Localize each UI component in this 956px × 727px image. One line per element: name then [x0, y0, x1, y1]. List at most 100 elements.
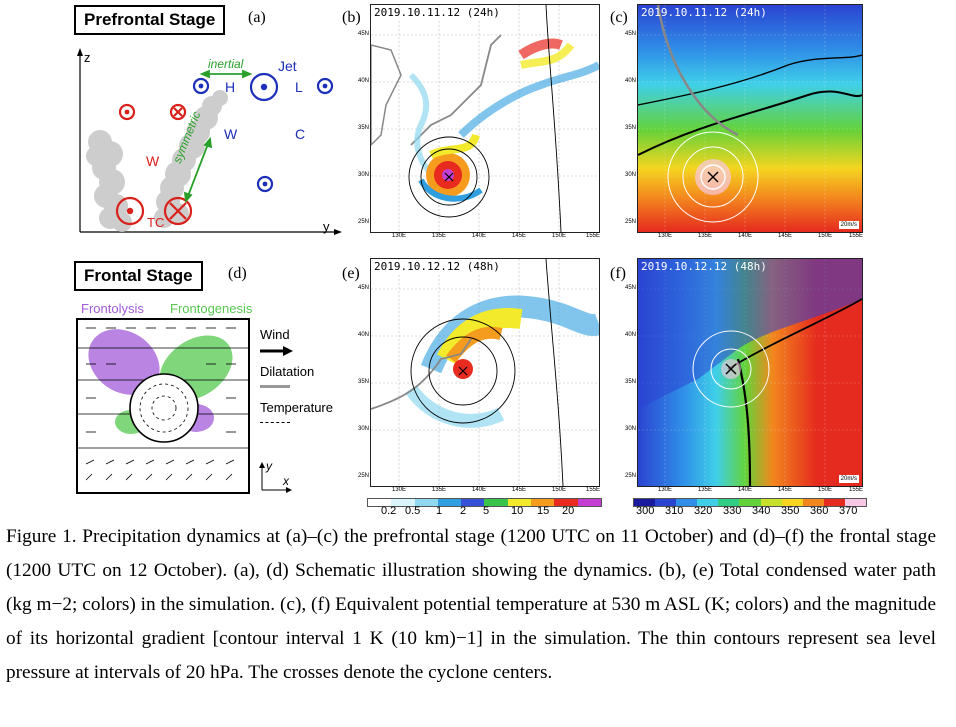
panel-f-scale: 20m/s — [838, 475, 859, 483]
lon-tick-e-150: 150E — [552, 487, 567, 493]
lat-tick-c-45: 45N — [625, 31, 637, 37]
inertial-label: inertial — [208, 57, 244, 71]
theta-tick-7: 370 — [839, 505, 858, 517]
warm-left-label: W — [146, 153, 160, 169]
theta-colorbar-segment-1 — [655, 499, 677, 506]
lon-tick-e-135: 135E — [432, 487, 447, 493]
blue-dot-circle-icon — [192, 77, 210, 95]
theta-colorbar-segment-6 — [760, 499, 782, 506]
lat-tick-f-30: 30N — [625, 426, 637, 432]
lat-tick-e-25: 25N — [358, 473, 370, 479]
water-colorbar-segment-7 — [531, 499, 555, 506]
lon-tick-e-140: 140E — [472, 487, 487, 493]
theta-colorbar-segment-5 — [739, 499, 761, 506]
panel-c-scale: 20m/s — [838, 221, 859, 229]
lon-tick-f-150: 150E — [818, 487, 833, 493]
lat-tick-b-40: 40N — [358, 78, 370, 84]
lat-tick-f-40: 40N — [625, 332, 637, 338]
water-colorbar — [367, 498, 602, 507]
lat-tick-b-30: 30N — [358, 172, 370, 178]
water-tick-6: 15 — [537, 505, 550, 517]
blue-dot-circle-lower-icon — [256, 175, 274, 193]
lon-tick-e-145: 145E — [512, 487, 527, 493]
prefrontal-stage-title: Prefrontal Stage — [74, 5, 226, 35]
lon-tick-c-155: 155E — [849, 233, 864, 239]
warm-right-label: W — [224, 126, 238, 142]
lat-tick-f-25: 25N — [625, 473, 637, 479]
low-label: L — [295, 79, 303, 95]
theta-tick-2: 320 — [694, 505, 713, 517]
panel-a-label: (a) — [248, 9, 266, 26]
dilatation-legend-label: Dilatation — [260, 364, 315, 379]
lat-tick-e-30: 30N — [358, 426, 370, 432]
cold-label: C — [295, 126, 306, 142]
lon-tick-f-130: 130E — [658, 487, 673, 493]
water-tick-3: 2 — [460, 505, 467, 517]
wind-legend-label: Wind — [260, 327, 290, 342]
theta-colorbar-segment-0 — [634, 499, 656, 506]
lon-tick-b-135: 135E — [432, 233, 447, 239]
water-tick-4: 5 — [483, 505, 490, 517]
water-colorbar-segment-2 — [414, 499, 438, 506]
panel-e-label: (e) — [342, 265, 360, 282]
wind-arrow-icon — [260, 346, 293, 356]
water-colorbar-segment-3 — [437, 499, 462, 506]
water-colorbar-segment-1 — [391, 499, 415, 506]
axis-x-small-label: x — [283, 474, 289, 488]
lon-tick-c-135: 135E — [698, 233, 713, 239]
blue-dot-circle-right-icon — [316, 77, 334, 95]
theta-colorbar-segment-9 — [823, 499, 845, 506]
frontogenesis-label: Frontogenesis — [170, 301, 253, 316]
dilatation-line-icon — [260, 385, 290, 388]
cloud-band-right — [154, 90, 228, 228]
theta-tick-5: 350 — [781, 505, 800, 517]
panel-c-label: (c) — [610, 9, 628, 26]
lon-tick-c-130: 130E — [658, 233, 673, 239]
lat-tick-e-40: 40N — [358, 332, 370, 338]
lon-tick-f-140: 140E — [738, 487, 753, 493]
lat-tick-f-35: 35N — [625, 379, 637, 385]
lat-tick-b-35: 35N — [358, 125, 370, 131]
axis-y-label: y — [323, 219, 330, 234]
high-label: H — [225, 79, 236, 95]
lat-tick-e-35: 35N — [358, 379, 370, 385]
theta-colorbar-segment-7 — [781, 499, 803, 506]
temperature-line-icon — [260, 422, 290, 423]
temperature-legend-label: Temperature — [260, 400, 333, 415]
panel-b-timestamp: 2019.10.11.12 (24h) — [374, 6, 500, 19]
red-cross-circle-icon — [169, 103, 187, 121]
lat-tick-b-45: 45N — [358, 31, 370, 37]
lat-tick-c-40: 40N — [625, 78, 637, 84]
panel-c-map: 2019.10.11.12 (24h) 20m/s — [637, 4, 863, 233]
panel-f-map: 2019.10.12.12 (48h) 20m/s — [637, 258, 863, 487]
water-colorbar-segment-4 — [461, 499, 485, 506]
panel-f-label: (f) — [610, 265, 626, 282]
cloud-band-left — [86, 130, 132, 232]
panel-c-timestamp: 2019.10.11.12 (24h) — [641, 6, 767, 19]
lat-tick-c-35: 35N — [625, 125, 637, 131]
lon-tick-e-155: 155E — [586, 487, 601, 493]
lon-tick-f-135: 135E — [698, 487, 713, 493]
water-colorbar-segment-5 — [484, 499, 508, 506]
lat-tick-e-45: 45N — [358, 285, 370, 291]
water-tick-7: 20 — [562, 505, 575, 517]
water-colorbar-segment-9 — [577, 499, 601, 506]
water-tick-5: 10 — [511, 505, 524, 517]
lon-tick-f-145: 145E — [778, 487, 793, 493]
tc-label: TC — [147, 215, 165, 230]
theta-tick-1: 310 — [665, 505, 684, 517]
lat-tick-c-25: 25N — [625, 219, 637, 225]
panel-b-map: 2019.10.11.12 (24h) — [370, 4, 600, 233]
panel-e-timestamp: 2019.10.12.12 (48h) — [374, 260, 500, 273]
tc-dot-circle-icon — [115, 196, 145, 226]
water-colorbar-segment-6 — [507, 499, 532, 506]
lon-tick-f-155: 155E — [849, 487, 864, 493]
water-tick-2: 1 — [436, 505, 443, 517]
water-colorbar-segment-0 — [368, 499, 392, 506]
lat-tick-b-25: 25N — [358, 219, 370, 225]
theta-tick-3: 330 — [723, 505, 742, 517]
panel-b-label: (b) — [342, 9, 361, 26]
lon-tick-b-145: 145E — [512, 233, 527, 239]
panel-e-map: 2019.10.12.12 (48h) — [370, 258, 600, 487]
lon-tick-b-140: 140E — [472, 233, 487, 239]
